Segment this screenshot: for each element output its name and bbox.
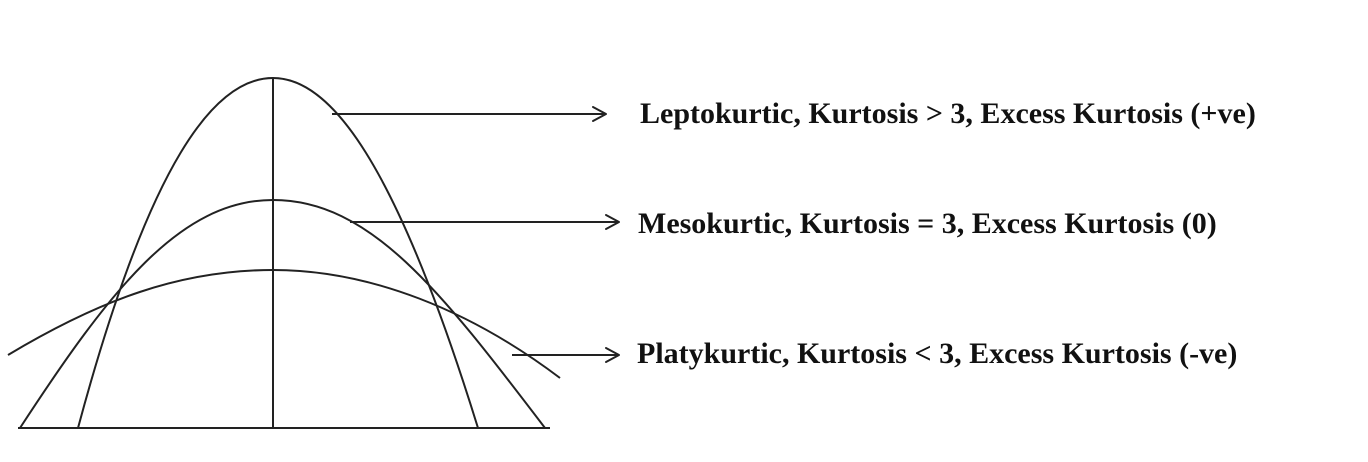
leptokurtic-label: Leptokurtic, Kurtosis > 3, Excess Kurtos… [640, 97, 1256, 130]
leptokurtic-curve [77, 76, 479, 429]
platykurtic-curve [7, 268, 561, 379]
platykurtic-label: Platykurtic, Kurtosis < 3, Excess Kurtos… [637, 337, 1238, 370]
leptokurtic-arrowhead-icon [592, 106, 607, 122]
mesokurtic-label: Mesokurtic, Kurtosis = 3, Excess Kurtosi… [638, 207, 1217, 240]
platykurtic-arrowhead-icon [605, 347, 620, 363]
mesokurtic-arrowhead-icon [605, 214, 620, 230]
